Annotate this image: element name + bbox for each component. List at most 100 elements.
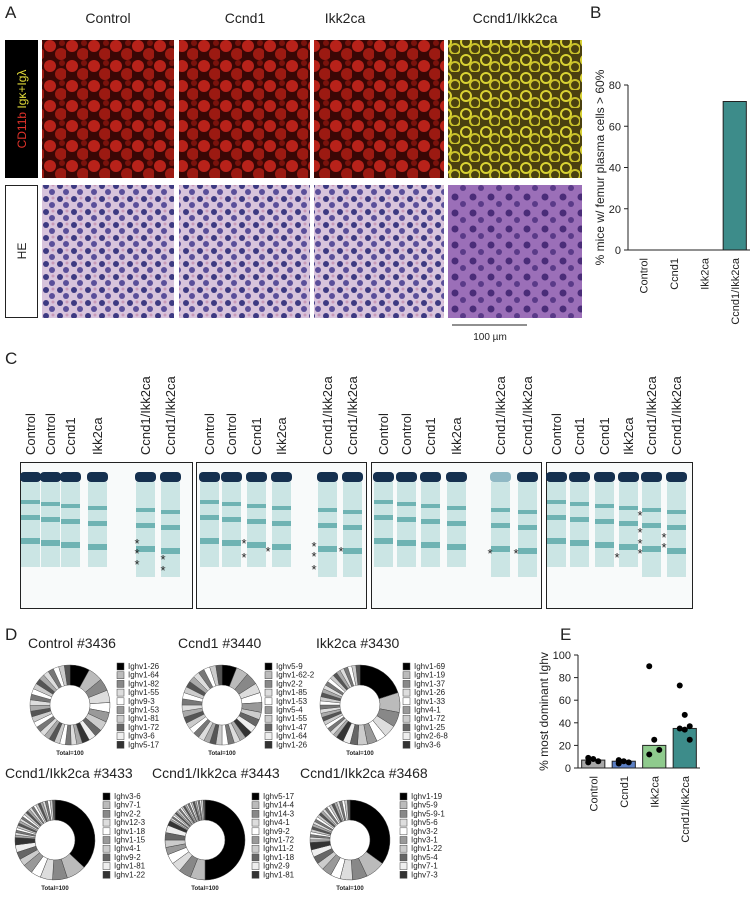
legend-swatch: [102, 792, 111, 801]
donut-title: Ikk2ca #3430: [316, 635, 399, 651]
legend-swatch: [116, 732, 125, 740]
lane-well: [396, 472, 417, 482]
lane-smear: [374, 482, 393, 567]
legend-swatch: [102, 836, 111, 844]
legend-swatch: [264, 706, 273, 714]
lane-band: [200, 538, 219, 544]
legend-swatch: [402, 688, 411, 697]
legend-label: Ighv3-2: [411, 827, 438, 836]
donut-remainder: [52, 799, 56, 821]
lane-band: [200, 515, 219, 520]
legend-label: Ighv5-4: [276, 706, 303, 715]
legend-label: Ighv1-72: [414, 714, 446, 723]
lane-band: [491, 508, 510, 512]
lane-smear: [421, 482, 440, 567]
legend-swatch: [251, 792, 260, 801]
legend-swatch: [402, 662, 411, 671]
legend-swatch: [116, 723, 125, 732]
legend-label: Ighv7-1: [411, 862, 438, 871]
lane-well: [420, 472, 441, 482]
column-header: Ikk2ca: [325, 10, 366, 26]
data-point: [651, 736, 658, 743]
stain-red: CD11b: [15, 112, 29, 149]
legend-label: Ighv1-64: [276, 732, 308, 741]
lane-band: [619, 521, 638, 526]
donut-segment: [54, 799, 96, 868]
x-tick-label: Control: [588, 776, 600, 811]
lane-band: [61, 504, 80, 508]
legend-swatch: [116, 680, 125, 688]
lane-band: [318, 546, 337, 552]
donut-remainder: [347, 799, 351, 821]
column-header: Ccnd1/Ikk2ca: [473, 10, 558, 26]
x-tick-label: Control: [638, 258, 650, 293]
legend-label: Ighv1-53: [276, 697, 308, 706]
column-header: Control: [85, 10, 130, 26]
lane-band: [491, 546, 510, 552]
asterisk: *: [160, 563, 165, 578]
legend-swatch: [102, 818, 111, 827]
lane-band: [136, 546, 155, 552]
legend-label: Ighv5-6: [411, 818, 438, 827]
lane-band: [161, 510, 180, 514]
legend-label: Ighv5-17: [263, 792, 295, 801]
lane-label: Ccnd1: [572, 417, 587, 455]
lane-band: [272, 506, 291, 510]
lane-label: Control: [23, 413, 38, 455]
lane-band: [595, 504, 614, 508]
legend-label: Ighv1-15: [114, 836, 146, 845]
lane-well: [60, 472, 81, 482]
legend-label: Ighv4-1: [114, 844, 141, 853]
y-axis-label: % most dominant Ighv: [537, 652, 551, 771]
legend-swatch: [251, 853, 260, 862]
lane-label: Control: [376, 413, 391, 455]
lane-label: Control: [202, 413, 217, 455]
legend-label: Ighv12-3: [114, 818, 146, 827]
lane-band: [272, 521, 291, 526]
x-tick-label: Ccnd1: [619, 776, 631, 808]
legend-swatch: [402, 706, 411, 714]
legend-swatch: [399, 871, 408, 879]
legend-swatch: [116, 671, 125, 679]
y-axis-label: % mice w/ femur plasma cells > 60%: [593, 69, 607, 265]
legend-label: Ighv1-72: [263, 836, 295, 845]
lane-band: [318, 523, 337, 528]
asterisk: *: [637, 536, 642, 551]
lane-band: [570, 502, 589, 506]
lane-label: Ccnd1/Ikk2ca: [520, 375, 535, 455]
legend-swatch: [116, 697, 125, 706]
scale-bar-label: 100 µm: [473, 332, 507, 343]
lane-smear: [570, 482, 589, 567]
panel-label: D: [5, 625, 17, 644]
lane-band: [642, 508, 661, 512]
lane-band: [41, 502, 60, 506]
legend-label: Ighv5-9: [411, 801, 438, 810]
legend-swatch: [264, 680, 273, 688]
lane-band: [397, 502, 416, 506]
lane-well: [221, 472, 242, 482]
legend-swatch: [264, 662, 273, 671]
lane-label: Ccnd1: [423, 417, 438, 455]
donut-total: Total=100: [346, 751, 374, 757]
lane-well: [546, 472, 567, 482]
lane-band: [595, 542, 614, 548]
lane-smear: [318, 482, 337, 577]
legend-label: Ighv7-1: [114, 801, 141, 810]
legend-swatch: [402, 714, 411, 723]
lane-band: [547, 515, 566, 520]
stain-label: CD11b Igκ+Igλ: [15, 70, 29, 149]
lane-band: [200, 500, 219, 504]
legend-label: Ighv5-17: [128, 740, 160, 749]
y-tick-label: 20: [609, 204, 621, 216]
lane-smear: [21, 482, 40, 567]
lane-label: Ccnd1/Ikk2ca: [669, 375, 684, 455]
micrograph: [314, 40, 444, 178]
legend-label: Ighv1-33: [414, 697, 446, 706]
lane-band: [21, 515, 40, 520]
donut-total: Total=100: [41, 886, 69, 892]
legend-label: Ighv1-18: [263, 853, 295, 862]
lane-band: [642, 546, 661, 552]
lane-band: [41, 540, 60, 546]
legend-label: Ighv1-26: [276, 740, 308, 749]
lane-band: [547, 538, 566, 544]
